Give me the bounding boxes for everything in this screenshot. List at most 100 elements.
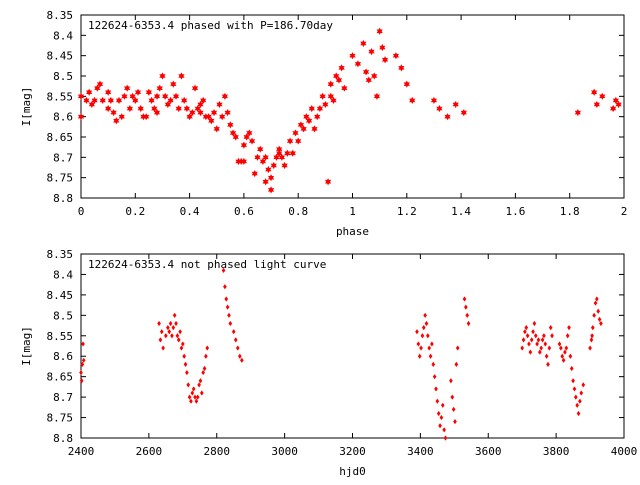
data-point bbox=[595, 296, 599, 302]
data-point bbox=[592, 312, 596, 318]
data-point bbox=[197, 100, 204, 109]
data-point bbox=[421, 325, 426, 331]
data-point bbox=[564, 345, 569, 351]
data-point bbox=[419, 345, 423, 351]
data-point bbox=[373, 92, 381, 100]
data-point bbox=[180, 341, 185, 347]
data-point bbox=[172, 92, 180, 100]
data-point bbox=[466, 320, 471, 327]
data-point bbox=[270, 161, 277, 170]
data-point bbox=[376, 27, 383, 35]
data-point bbox=[221, 92, 229, 100]
data-point bbox=[579, 390, 584, 396]
data-point bbox=[365, 76, 372, 84]
plot-frame bbox=[80, 253, 625, 439]
data-point bbox=[349, 52, 356, 60]
data-point bbox=[259, 157, 267, 165]
data-point bbox=[546, 361, 550, 367]
data-point bbox=[322, 100, 329, 109]
data-point bbox=[335, 76, 343, 84]
data-point bbox=[216, 100, 223, 109]
x-tick-label: 0.6 bbox=[234, 205, 254, 218]
data-point bbox=[235, 345, 240, 351]
x-tick-label: 3800 bbox=[543, 445, 570, 458]
data-point bbox=[99, 96, 106, 104]
data-point bbox=[449, 378, 453, 384]
data-point bbox=[227, 312, 231, 318]
data-point bbox=[205, 345, 210, 351]
data-point bbox=[460, 109, 467, 117]
data-point bbox=[428, 353, 433, 359]
data-point bbox=[194, 104, 201, 113]
data-point bbox=[151, 104, 158, 113]
y-tick-label: 8.4 bbox=[53, 29, 73, 42]
data-point bbox=[431, 361, 436, 367]
data-point bbox=[593, 300, 598, 306]
data-point bbox=[557, 341, 562, 347]
data-point bbox=[590, 325, 595, 331]
data-point bbox=[451, 406, 456, 412]
y-tick-label: 8.35 bbox=[47, 248, 74, 261]
data-point bbox=[107, 96, 114, 104]
data-point bbox=[438, 423, 442, 429]
y-tick-label: 8.5 bbox=[53, 309, 73, 322]
data-point bbox=[179, 345, 184, 351]
data-point bbox=[243, 133, 250, 141]
data-point bbox=[132, 96, 139, 104]
x-tick-label: 3000 bbox=[271, 445, 298, 458]
data-point bbox=[443, 435, 448, 441]
data-point bbox=[167, 329, 172, 335]
data-point bbox=[430, 341, 434, 347]
data-point bbox=[434, 386, 438, 392]
x-tick-label: 1.2 bbox=[397, 205, 417, 218]
data-point bbox=[295, 137, 302, 145]
data-point bbox=[94, 84, 101, 92]
data-point bbox=[560, 353, 565, 359]
data-point bbox=[174, 320, 178, 327]
data-point bbox=[178, 329, 182, 335]
data-point bbox=[436, 410, 441, 417]
data-point bbox=[204, 353, 208, 359]
data-point bbox=[524, 325, 529, 331]
data-point bbox=[254, 153, 261, 161]
data-point bbox=[559, 345, 563, 351]
data-point bbox=[550, 333, 554, 339]
data-point bbox=[194, 398, 199, 404]
y-tick-label: 8.5 bbox=[53, 70, 73, 83]
data-point bbox=[292, 129, 299, 137]
y-tick-label: 8.75 bbox=[47, 412, 74, 425]
data-point bbox=[423, 312, 427, 318]
data-point bbox=[208, 117, 215, 125]
data-point bbox=[415, 329, 419, 335]
data-point bbox=[210, 109, 218, 117]
data-point bbox=[88, 100, 95, 109]
x-tick-label: 0.4 bbox=[180, 205, 200, 218]
data-point bbox=[424, 320, 429, 327]
data-point bbox=[170, 333, 174, 339]
data-point bbox=[201, 369, 205, 376]
data-point bbox=[540, 337, 545, 343]
y-tick-label: 8.6 bbox=[53, 111, 73, 124]
data-point bbox=[398, 64, 405, 72]
plot-frame bbox=[80, 14, 625, 199]
data-point bbox=[198, 378, 203, 384]
data-point bbox=[267, 186, 275, 194]
data-point bbox=[219, 113, 226, 121]
y-tick-label: 8.7 bbox=[53, 391, 73, 404]
data-point bbox=[416, 341, 421, 347]
data-point bbox=[189, 109, 196, 117]
data-point bbox=[190, 390, 195, 396]
data-point bbox=[121, 92, 128, 100]
data-point bbox=[303, 113, 310, 121]
data-point bbox=[164, 100, 171, 109]
data-point bbox=[176, 337, 181, 343]
y-tick-label: 8.75 bbox=[47, 172, 74, 185]
data-point bbox=[153, 92, 161, 100]
data-point bbox=[191, 386, 196, 392]
data-point bbox=[267, 174, 275, 182]
y-tick-label: 8.45 bbox=[47, 289, 74, 302]
x-tick-label: 3600 bbox=[475, 445, 502, 458]
data-point bbox=[575, 402, 579, 408]
data-point bbox=[238, 157, 245, 165]
data-point bbox=[581, 382, 586, 388]
